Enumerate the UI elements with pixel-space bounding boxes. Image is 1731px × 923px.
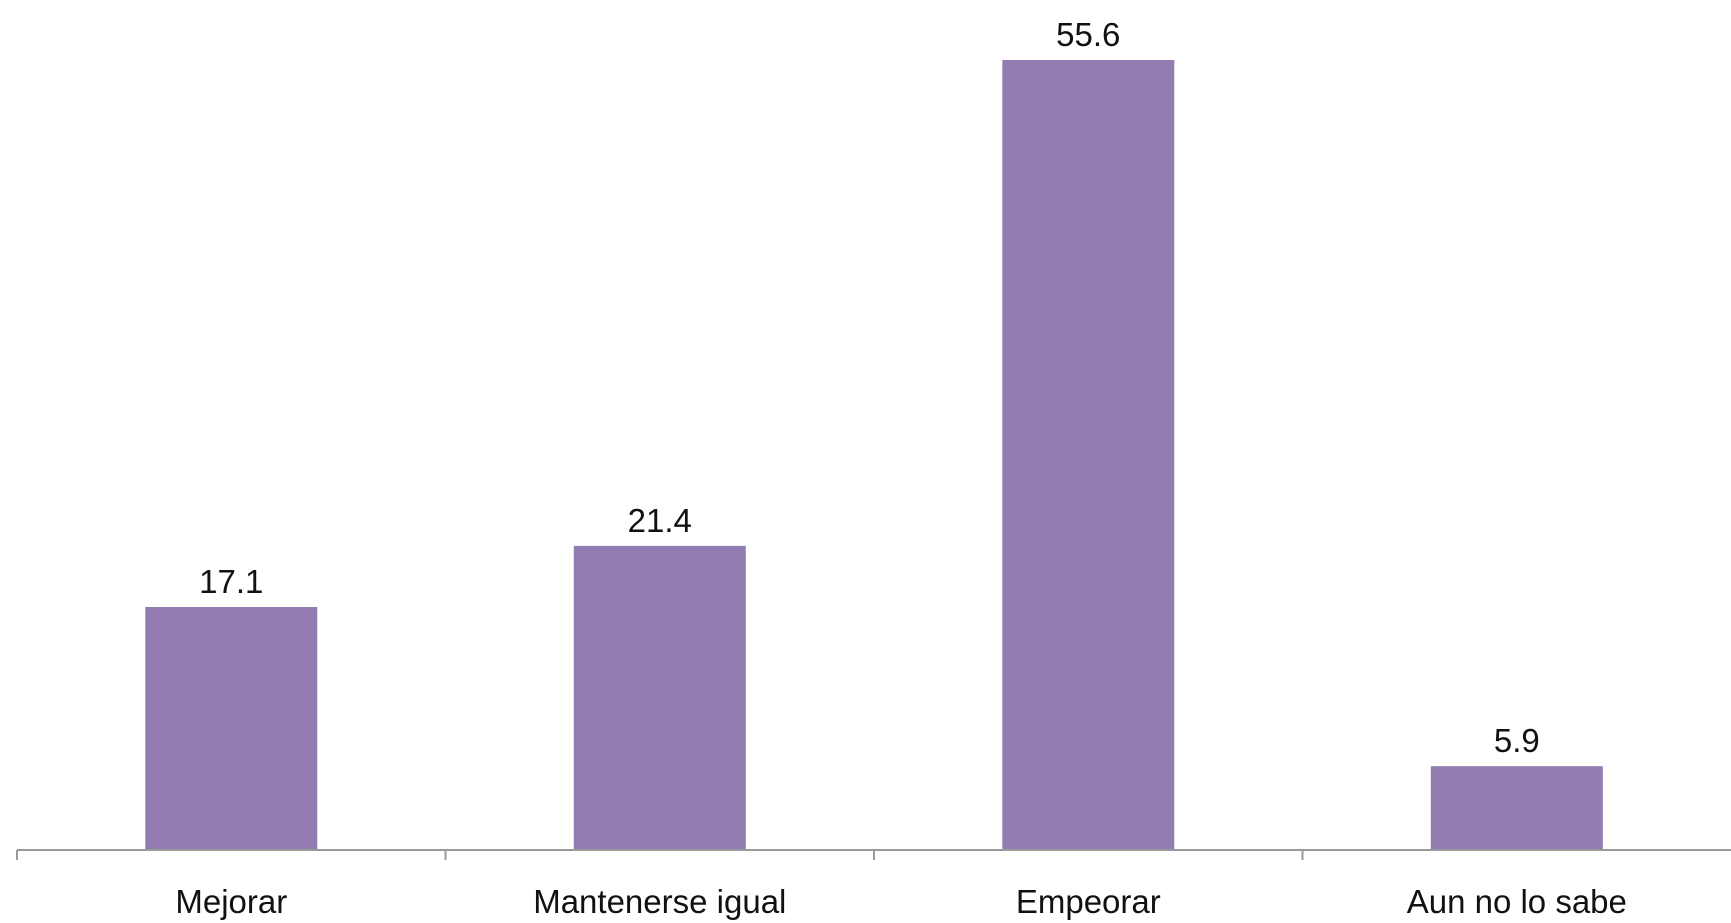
data-labels-group: 17.1 21.4 55.6 5.9 [199,16,1540,759]
data-label-mantenerse-igual: 21.4 [628,502,692,539]
x-tick-label-aun-no-lo-sabe: Aun no lo sabe [1407,883,1627,920]
x-tick-labels-group: Mejorar Mantenerse igual Empeorar Aun no lo… [175,883,1627,920]
x-tick-label-empeorar: Empeorar [1016,883,1161,920]
data-label-aun-no-lo-sabe: 5.9 [1494,722,1540,759]
data-label-mejorar: 17.1 [199,563,263,600]
data-label-empeorar: 55.6 [1056,16,1120,53]
bar-mejorar [145,607,318,850]
x-tick-label-mantenerse-igual: Mantenerse igual [533,883,786,920]
x-tick-label-mejorar: Mejorar [175,883,287,920]
bar-empeorar [1002,60,1175,850]
bars-group [145,60,1603,850]
bar-mantenerse-igual [573,545,746,850]
bar-aun-no-lo-sabe [1430,766,1603,850]
x-axis [16,849,1731,860]
